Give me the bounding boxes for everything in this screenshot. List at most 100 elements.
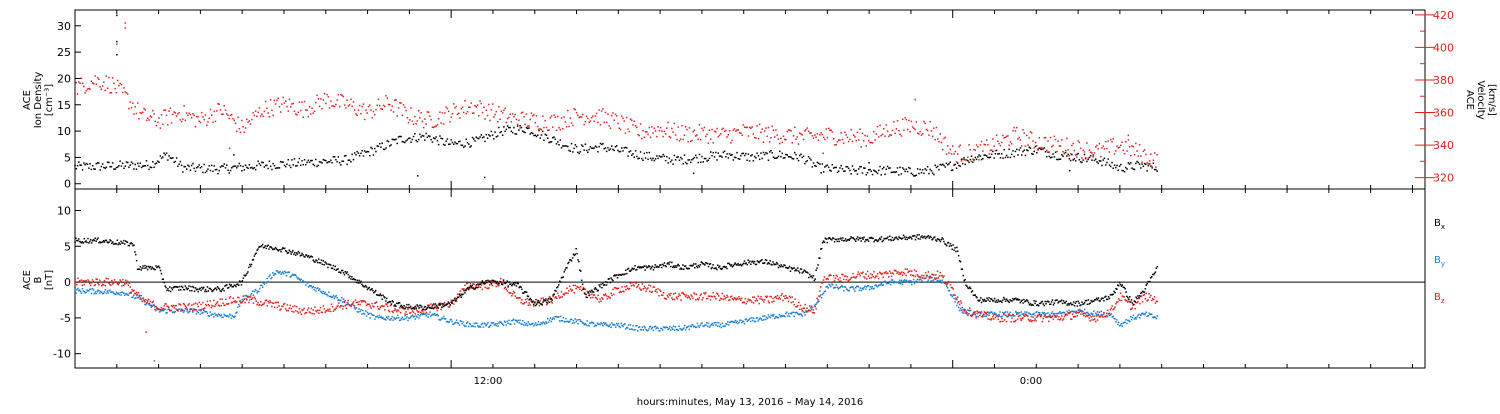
by-point: [322, 293, 324, 295]
bz-point: [164, 305, 166, 307]
bx-point: [154, 269, 156, 271]
velocity-point: [817, 133, 819, 135]
bx-point: [145, 267, 147, 269]
by-point: [429, 311, 431, 313]
velocity-point: [535, 122, 537, 124]
bx-point: [469, 287, 471, 289]
density-point: [172, 157, 174, 159]
velocity-point: [1069, 155, 1071, 157]
bx-point: [144, 265, 146, 267]
bz-point: [243, 295, 245, 297]
bz-point: [154, 309, 156, 311]
density-point: [146, 160, 148, 162]
bx-point: [385, 300, 387, 302]
density-point: [99, 169, 101, 171]
bz-point: [1095, 321, 1097, 323]
bx-point: [106, 240, 108, 242]
by-point: [842, 286, 844, 288]
velocity-point: [83, 86, 85, 88]
density-point: [1108, 158, 1110, 160]
by-point: [313, 286, 315, 288]
by-point: [184, 310, 186, 312]
density-point: [369, 155, 371, 157]
bx-point: [381, 295, 383, 297]
velocity-point: [665, 133, 667, 135]
bz-point: [565, 292, 567, 294]
density-point: [985, 154, 987, 156]
velocity-point: [703, 130, 705, 132]
velocity-point: [466, 113, 468, 115]
bz-point: [210, 300, 212, 302]
velocity-point: [1136, 150, 1138, 152]
density-point: [1034, 151, 1036, 153]
by-point: [507, 323, 509, 325]
density-point: [454, 141, 456, 143]
velocity-point: [299, 101, 301, 103]
bz-point: [857, 274, 859, 276]
density-point: [775, 158, 777, 160]
velocity-point: [997, 141, 999, 143]
density-point: [649, 152, 651, 154]
velocity-point: [400, 102, 402, 104]
velocity-point: [541, 129, 543, 131]
bz-point: [692, 298, 694, 300]
velocity-point: [551, 115, 553, 117]
velocity-point: [1080, 148, 1082, 150]
density-point: [126, 161, 128, 163]
velocity-point: [1148, 163, 1150, 165]
density-point: [815, 166, 817, 168]
velocity-point: [202, 116, 204, 118]
density-point: [1155, 169, 1157, 171]
density-point: [96, 163, 98, 165]
velocity-point: [664, 131, 666, 133]
bz-point: [928, 271, 930, 273]
density-point: [497, 135, 499, 137]
density-point: [588, 149, 590, 151]
bz-point: [641, 289, 643, 291]
velocity-point: [1106, 148, 1108, 150]
bx-point: [537, 302, 539, 304]
bz-point: [1109, 315, 1111, 317]
velocity-point: [1151, 166, 1153, 168]
by-point: [889, 281, 891, 283]
density-point: [1118, 170, 1120, 172]
bz-point: [780, 298, 782, 300]
velocity-point: [1062, 151, 1064, 153]
by-point: [657, 328, 659, 330]
density-point: [881, 174, 883, 176]
velocity-point: [602, 108, 604, 110]
density-point: [561, 147, 563, 149]
density-point: [259, 163, 261, 165]
by-point: [275, 273, 277, 275]
velocity-point: [1054, 136, 1056, 138]
bx-point: [265, 245, 267, 247]
bx-point: [95, 238, 97, 240]
by-point: [455, 322, 457, 324]
bz-point: [1082, 311, 1084, 313]
density-point: [138, 165, 140, 167]
by-point: [107, 290, 109, 292]
density-point: [1095, 159, 1097, 161]
velocity-point: [320, 98, 322, 100]
bx-point: [500, 281, 502, 283]
velocity-point: [832, 131, 834, 133]
velocity-point: [730, 142, 732, 144]
density-point: [993, 157, 995, 159]
bz-point: [107, 282, 109, 284]
bz-point: [255, 298, 257, 300]
velocity-point: [459, 117, 461, 119]
bz-point: [337, 305, 339, 307]
by-point: [956, 305, 958, 307]
by-point: [744, 323, 746, 325]
bz-point: [818, 295, 820, 297]
bz-point: [324, 308, 326, 310]
bx-point: [481, 282, 483, 284]
velocity-point: [254, 115, 256, 117]
by-point: [668, 328, 670, 330]
by-point: [630, 324, 632, 326]
velocity-point: [588, 122, 590, 124]
velocity-point: [1007, 135, 1009, 137]
bz-point: [994, 313, 996, 315]
density-point: [430, 139, 432, 141]
density-point: [486, 134, 488, 136]
